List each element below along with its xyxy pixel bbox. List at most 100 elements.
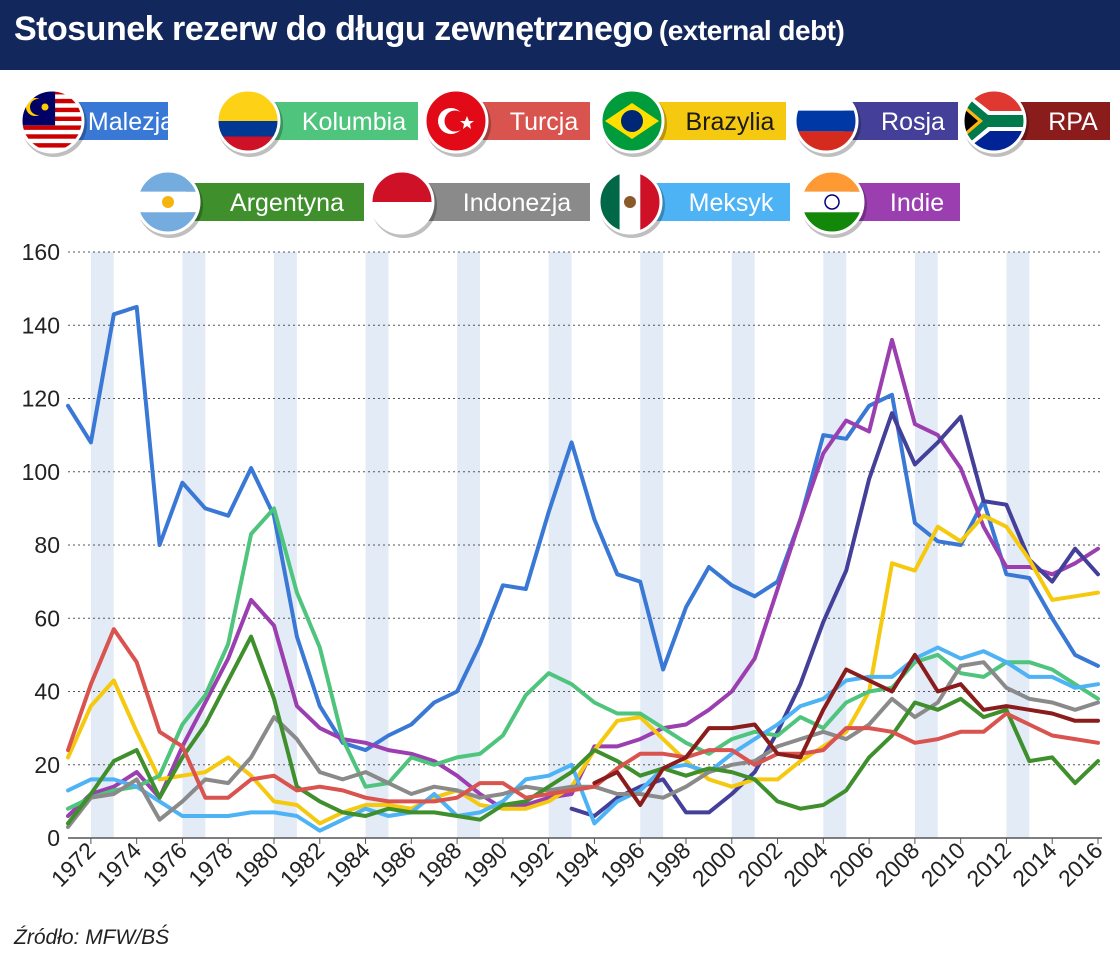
flag-part <box>371 171 433 202</box>
flag-ring <box>793 88 859 154</box>
x-tick-label: 1990 <box>458 837 513 892</box>
flag-part <box>824 194 840 210</box>
legend-label: Turcja <box>510 108 579 136</box>
x-tick-label: 2002 <box>733 837 788 892</box>
series-line-indie <box>66 337 1100 818</box>
flag-part <box>21 138 83 144</box>
legend-item-rosja: Rosja <box>793 88 958 157</box>
series-lines <box>66 304 1100 833</box>
x-tick-label: 1984 <box>321 837 376 892</box>
flag-part <box>21 125 83 131</box>
flag-part <box>963 94 1025 148</box>
turkey-flag-icon <box>425 90 487 152</box>
legend-label: Meksyk <box>689 189 774 217</box>
flag-part <box>621 110 643 132</box>
x-tick-label: 2012 <box>961 837 1016 892</box>
flag-part <box>217 90 279 121</box>
x-tick-label: 1978 <box>183 837 238 892</box>
flag-ring <box>369 169 435 235</box>
x-tick-label: 1974 <box>92 837 147 892</box>
flag-part <box>444 110 466 132</box>
y-tick-label: 40 <box>34 679 60 705</box>
x-tick-label: 2016 <box>1053 837 1108 892</box>
y-tick-label: 80 <box>34 532 60 558</box>
y-tick-label: 160 <box>22 239 60 265</box>
y-tick-label: 60 <box>34 605 60 631</box>
x-tick-label: 1994 <box>549 837 604 892</box>
x-tick-label: 1988 <box>412 837 467 892</box>
flag-ring <box>215 88 281 154</box>
gridlines <box>68 251 1102 839</box>
legend-item-rpa: RPA <box>961 88 1110 157</box>
series-line-indonezja <box>66 660 1100 829</box>
flag-part <box>963 108 978 134</box>
flag-part <box>21 147 83 152</box>
flag-ring <box>599 88 665 154</box>
legend-swatch <box>1012 102 1110 140</box>
legend-swatch <box>70 102 168 140</box>
legend-swatch <box>648 183 790 221</box>
flag-ring <box>597 169 663 235</box>
x-tick-label: 1982 <box>275 837 330 892</box>
series-line-brazylia <box>66 513 1100 826</box>
legend-swatch <box>266 102 418 140</box>
source-note: Źródło: MFW/BŚ <box>14 926 170 949</box>
title-main: Stosunek rezerw do długu zewnętrznego <box>14 10 653 48</box>
y-tick-label: 0 <box>47 825 60 851</box>
legend-swatch <box>844 102 958 140</box>
flag-ring <box>423 88 489 154</box>
legend-label: Brazylia <box>686 108 775 136</box>
south-africa-flag-icon <box>963 90 1025 152</box>
flag-part <box>460 116 474 129</box>
colombia-flag-icon <box>217 90 279 152</box>
legend-label: Argentyna <box>230 189 344 217</box>
flag-part <box>795 110 857 132</box>
x-tick-label: 2014 <box>1007 837 1062 892</box>
y-tick-label: 140 <box>22 312 60 338</box>
legend-item-turcja: Turcja <box>423 88 590 157</box>
flag-ring <box>961 88 1027 154</box>
x-tick-label: 2000 <box>687 837 742 892</box>
series-line-malezja <box>66 304 1100 753</box>
legend-item-brazylia: Brazylia <box>599 88 786 157</box>
chart-title: Stosunek rezerw do długu zewnętrznego (ex… <box>14 10 845 49</box>
flag-part <box>624 196 636 208</box>
flag-part <box>21 129 83 135</box>
legend: Malezja Kolumbia Turcja Brazylia Rosja RPA Arg… <box>19 88 1110 238</box>
flag-part <box>30 99 46 115</box>
legend-swatch <box>850 183 960 221</box>
legend-label: Indonezja <box>463 189 572 217</box>
legend-swatch <box>650 102 786 140</box>
flag-part <box>217 121 279 137</box>
x-tick-label: 1996 <box>595 837 650 892</box>
legend-item-malezja: Malezja <box>19 88 174 157</box>
legend-label: Kolumbia <box>302 108 406 136</box>
y-tick-label: 100 <box>22 459 60 485</box>
legend-item-indie: Indie <box>799 169 960 238</box>
series-line-kolumbia <box>66 506 1100 811</box>
legend-label: Malezja <box>88 108 174 136</box>
legend-swatch <box>420 183 590 221</box>
year-band <box>365 252 389 838</box>
x-tick-label: 1986 <box>366 837 421 892</box>
series-line-rosja <box>569 411 1100 818</box>
series-line-rpa <box>592 652 1100 807</box>
legend-swatch <box>474 102 590 140</box>
year-band <box>640 252 664 838</box>
flag-part <box>21 143 83 149</box>
flag-part <box>162 196 174 208</box>
x-tick-label: 2010 <box>916 837 971 892</box>
x-axis: 1972197419761978198019821984198619881990… <box>46 837 1108 892</box>
legend-item-meksyk: Meksyk <box>597 169 790 238</box>
flag-ring <box>799 169 865 235</box>
title-subtitle: (external debt) <box>658 15 845 46</box>
y-tick-label: 20 <box>34 752 60 778</box>
legend-label: RPA <box>1048 108 1098 136</box>
title-bar: Stosunek rezerw do długu zewnętrznego (ex… <box>0 0 1120 70</box>
legend-item-argentyna: Argentyna <box>135 169 364 238</box>
flag-part <box>41 103 49 111</box>
y-axis: 0 20 40 60 80 100 120 140 160 <box>22 239 60 851</box>
flag-part <box>801 191 863 213</box>
legend-item-kolumbia: Kolumbia <box>215 88 418 157</box>
